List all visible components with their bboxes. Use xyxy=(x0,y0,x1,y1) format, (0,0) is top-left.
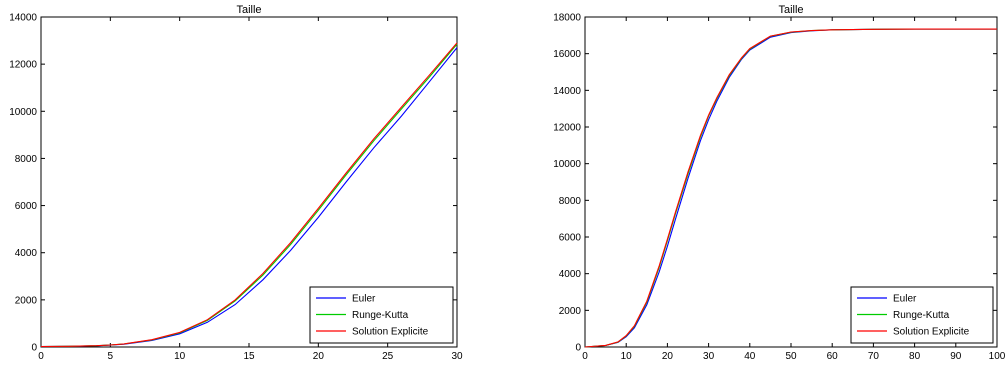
y-tick-label-2-0: 0 xyxy=(575,343,581,354)
y-tick-label-2-8: 16000 xyxy=(553,49,581,60)
x-tick-label-2-10: 100 xyxy=(989,351,1006,362)
x-tick-label-2-2: 20 xyxy=(662,351,674,362)
x-tick-label-1-2: 10 xyxy=(174,351,186,362)
chart-2: Taille 0 10 20 30 40 50 60 70 80 90 100 0 2000 4000 600… xyxy=(553,4,1006,362)
y-tick-label-2-9: 18000 xyxy=(553,13,581,24)
y-tick-label-2-1: 2000 xyxy=(559,306,582,317)
x-tick-label-1-6: 30 xyxy=(451,351,463,362)
y-tick-label-1-3: 6000 xyxy=(15,201,38,212)
legend-1: Euler Runge-Kutta Solution Explicite xyxy=(309,286,454,344)
y-tick-label-2-5: 10000 xyxy=(553,159,581,170)
x-tick-label-2-4: 40 xyxy=(744,351,756,362)
x-tick-label-1-3: 15 xyxy=(243,351,255,362)
x-tick-label-1-0: 0 xyxy=(38,351,44,362)
chart-title-1: Taille xyxy=(236,4,261,16)
legend-label-1-0: Euler xyxy=(352,294,376,305)
x-tick-label-2-1: 10 xyxy=(621,351,633,362)
y-tick-label-1-1: 2000 xyxy=(15,295,38,306)
legend-label-1-1: Runge-Kutta xyxy=(352,310,409,321)
chart-1: Taille 0 5 10 15 20 25 30 0 2000 4000 6000 8000 10000… xyxy=(9,4,463,362)
y-tick-label-2-6: 12000 xyxy=(553,123,581,134)
x-tick-label-2-7: 70 xyxy=(868,351,880,362)
legend-label-2-1: Runge-Kutta xyxy=(893,310,950,321)
legend-label-2-2: Solution Explicite xyxy=(893,327,970,338)
x-tick-label-2-6: 60 xyxy=(827,351,839,362)
legend-2: Euler Runge-Kutta Solution Explicite xyxy=(850,286,994,344)
x-tick-label-1-1: 5 xyxy=(108,351,114,362)
y-tick-label-2-2: 4000 xyxy=(559,269,582,280)
x-tick-label-2-0: 0 xyxy=(582,351,588,362)
y-tick-label-1-5: 10000 xyxy=(9,107,37,118)
series-line-2-solution-explicite xyxy=(584,28,997,348)
chart-title-2: Taille xyxy=(778,4,803,16)
y-tick-label-1-6: 12000 xyxy=(9,60,37,71)
y-tick-label-1-2: 4000 xyxy=(15,248,38,259)
y-tick-label-2-3: 6000 xyxy=(559,233,582,244)
x-tick-label-2-5: 50 xyxy=(785,351,797,362)
y-tick-label-1-0: 0 xyxy=(31,343,37,354)
x-tick-label-2-3: 30 xyxy=(703,351,715,362)
x-tick-label-1-5: 25 xyxy=(382,351,394,362)
legend-label-2-0: Euler xyxy=(893,294,917,305)
series-line-1-solution-explicite xyxy=(40,42,458,348)
y-tick-label-1-7: 14000 xyxy=(9,13,37,24)
x-tick-label-2-9: 90 xyxy=(950,351,962,362)
y-tick-label-2-7: 14000 xyxy=(553,86,581,97)
y-tick-label-1-4: 8000 xyxy=(15,154,38,165)
x-tick-label-2-8: 80 xyxy=(909,351,921,362)
y-tick-label-2-4: 8000 xyxy=(559,196,582,207)
legend-label-1-2: Solution Explicite xyxy=(352,327,429,338)
x-tick-label-1-4: 20 xyxy=(313,351,325,362)
